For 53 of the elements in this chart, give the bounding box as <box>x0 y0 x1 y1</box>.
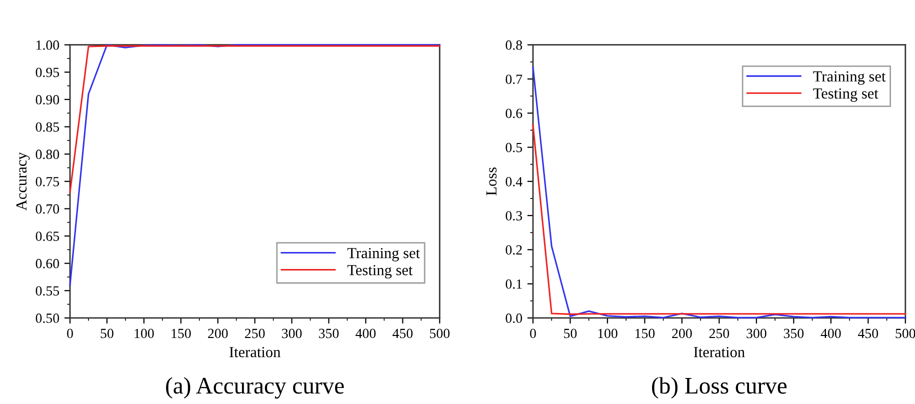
y-tick-label: 0.1 <box>506 279 522 289</box>
x-tick-label: 150 <box>172 328 191 338</box>
x-tick-label: 300 <box>282 328 302 338</box>
line-series <box>532 124 906 315</box>
y-tick-label: 0.2 <box>506 245 522 255</box>
y-tick-label: 0.65 <box>36 232 60 242</box>
y-tick-label: 0.50 <box>36 314 60 323</box>
y-tick-label: 0.7 <box>506 74 522 84</box>
y-tick-label: 0.75 <box>36 176 60 186</box>
x-tick-label: 50 <box>100 328 114 338</box>
y-tick-label: 0.0 <box>506 314 522 323</box>
x-tick-label: 0 <box>530 328 536 338</box>
y-tick-label: 0.4 <box>506 176 522 186</box>
y-tick-label: 0.80 <box>36 150 60 160</box>
y-tick-label: 0.8 <box>506 40 522 50</box>
x-tick-label: 500 <box>430 328 450 338</box>
y-tick-label: 0.60 <box>36 258 60 268</box>
x-axis-title: Iteration <box>230 347 280 358</box>
y-tick-label: 0.70 <box>36 204 60 214</box>
x-tick-label: 400 <box>356 328 376 338</box>
x-axis-title: Iteration <box>694 347 745 358</box>
y-tick-label: 0.5 <box>506 142 522 152</box>
text: (b) Loss curve <box>652 377 787 399</box>
x-tick-label: 200 <box>208 328 228 338</box>
x-tick-label: 50 <box>564 328 577 338</box>
y-tick-label: 0.55 <box>36 286 60 296</box>
legend-label: Training set <box>347 248 420 262</box>
y-tick-label: 0.90 <box>36 95 60 104</box>
x-tick-label: 450 <box>392 328 413 338</box>
x-tick-label: 150 <box>636 328 655 338</box>
y-tick-label: 0.85 <box>36 122 60 132</box>
legend-label: Testing set <box>813 88 878 102</box>
x-tick-label: 250 <box>245 328 265 338</box>
x-tick-label: 200 <box>672 328 692 338</box>
y-tick-label: 1.00 <box>36 40 60 50</box>
x-tick-label: 350 <box>784 328 804 338</box>
y-tick-label: 0.6 <box>506 108 522 118</box>
text: (a) Accuracy curve <box>166 377 344 399</box>
legend-label: Training set <box>813 71 886 85</box>
legend-label: Testing set <box>347 265 413 278</box>
x-tick-label: 100 <box>598 328 618 338</box>
x-tick-label: 350 <box>319 328 339 338</box>
x-tick-label: 500 <box>896 328 915 338</box>
y-tick-label: 0.3 <box>506 211 522 221</box>
x-tick-label: 400 <box>820 328 841 338</box>
y-tick-label: 0.95 <box>36 68 60 78</box>
y-axis-title: Accuracy <box>16 152 30 211</box>
x-tick-label: 300 <box>746 328 766 338</box>
x-tick-label: 0 <box>67 328 73 338</box>
x-tick-label: 250 <box>709 328 730 338</box>
x-tick-label: 100 <box>134 328 154 338</box>
y-axis-title: Loss <box>486 168 497 196</box>
x-tick-label: 450 <box>858 328 878 338</box>
